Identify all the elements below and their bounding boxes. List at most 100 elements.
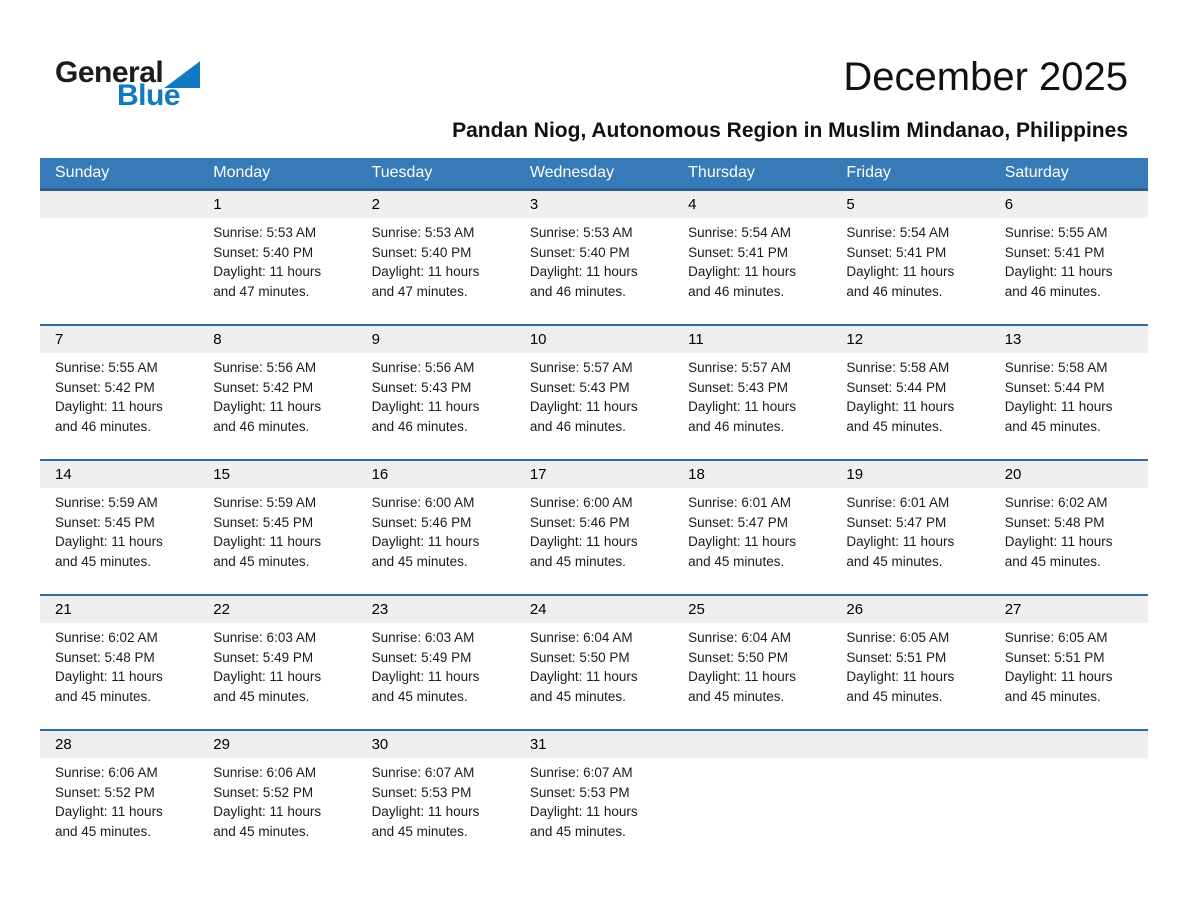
calendar-day-cell: 6 Sunrise: 5:55 AM Sunset: 5:41 PM Daylight… bbox=[989, 191, 1148, 324]
calendar-day-cell: 20 Sunrise: 6:02 AM Sunset: 5:48 PM Dayligh… bbox=[989, 461, 1148, 594]
weekday-header-row: Sunday Monday Tuesday Wednesday Thursday… bbox=[40, 158, 1148, 191]
day-info: Sunrise: 6:04 AM Sunset: 5:50 PM Daylight:… bbox=[515, 623, 673, 706]
day-info-line: and 46 minutes. bbox=[846, 283, 943, 299]
day-info-line: and 45 minutes. bbox=[846, 418, 943, 434]
day-info-line: and 46 minutes. bbox=[371, 418, 468, 434]
day-number: 17 bbox=[529, 466, 547, 483]
day-info: Sunrise: 6:07 AM Sunset: 5:53 PM Daylight:… bbox=[515, 758, 673, 841]
day-number-band: 13 bbox=[989, 326, 1148, 353]
day-number: 9 bbox=[371, 331, 380, 348]
day-number: 1 bbox=[213, 196, 222, 213]
day-info-line: Sunset: 5:50 PM bbox=[529, 649, 630, 665]
day-info-line: Sunset: 5:49 PM bbox=[371, 649, 472, 665]
day-info-line: and 45 minutes. bbox=[529, 823, 626, 839]
day-info-line: Sunrise: 5:56 AM bbox=[371, 360, 475, 375]
calendar-week-row: 14 Sunrise: 5:59 AM Sunset: 5:45 PM Dayligh… bbox=[40, 459, 1148, 594]
day-info-line: Sunrise: 6:02 AM bbox=[1004, 495, 1108, 510]
day-info-line: Sunrise: 6:07 AM bbox=[371, 765, 475, 780]
weekday-header-thursday: Thursday bbox=[688, 164, 755, 181]
day-number-band: 3 bbox=[514, 191, 674, 218]
day-info-line: Sunset: 5:49 PM bbox=[213, 649, 314, 665]
calendar-empty-cell bbox=[831, 731, 990, 864]
day-number-band: 25 bbox=[673, 596, 832, 623]
day-info-line: Sunrise: 5:55 AM bbox=[55, 360, 158, 375]
day-info-line: Daylight: 11 hours bbox=[55, 804, 163, 819]
day-info-line: and 45 minutes. bbox=[371, 823, 468, 839]
day-info-line: Daylight: 11 hours bbox=[371, 399, 480, 414]
day-info-line: Daylight: 11 hours bbox=[55, 534, 163, 549]
day-info: Sunrise: 5:56 AM Sunset: 5:42 PM Daylight:… bbox=[198, 353, 356, 436]
day-info-line: Daylight: 11 hours bbox=[1004, 264, 1113, 279]
day-info-line: and 45 minutes. bbox=[846, 688, 943, 704]
day-info-line: Sunrise: 5:54 AM bbox=[846, 225, 950, 240]
day-number-band: 1 bbox=[198, 191, 357, 218]
day-info-line: Sunset: 5:52 PM bbox=[55, 784, 155, 800]
day-info-line: Sunrise: 5:59 AM bbox=[213, 495, 317, 510]
day-number: 7 bbox=[55, 331, 64, 348]
day-info-line: and 45 minutes. bbox=[846, 553, 943, 569]
calendar-day-cell: 8 Sunrise: 5:56 AM Sunset: 5:42 PM Daylight… bbox=[198, 326, 357, 459]
calendar-day-cell: 22 Sunrise: 6:03 AM Sunset: 5:49 PM Dayligh… bbox=[198, 596, 357, 729]
calendar-day-cell: 28 Sunrise: 6:06 AM Sunset: 5:52 PM Dayligh… bbox=[40, 731, 199, 864]
day-info-line: Daylight: 11 hours bbox=[55, 669, 163, 684]
day-info-line: Sunset: 5:42 PM bbox=[213, 379, 314, 395]
day-info-line: and 45 minutes. bbox=[55, 823, 152, 839]
day-info-line: Sunrise: 6:02 AM bbox=[55, 630, 158, 645]
day-info-line: Sunrise: 6:06 AM bbox=[55, 765, 158, 780]
day-info: Sunrise: 5:53 AM Sunset: 5:40 PM Daylight:… bbox=[515, 218, 673, 301]
calendar-day-cell: 17 Sunrise: 6:00 AM Sunset: 5:46 PM Dayligh… bbox=[514, 461, 674, 594]
day-info-line: Daylight: 11 hours bbox=[529, 669, 638, 684]
day-number: 15 bbox=[213, 466, 230, 483]
day-number: 25 bbox=[688, 601, 705, 618]
day-number-band: 10 bbox=[514, 326, 674, 353]
day-info-line: and 46 minutes. bbox=[688, 418, 785, 434]
day-info-line: Sunset: 5:45 PM bbox=[213, 514, 314, 530]
day-number-band bbox=[831, 731, 990, 758]
day-number-band: 5 bbox=[831, 191, 990, 218]
day-info: Sunrise: 6:00 AM Sunset: 5:46 PM Daylight:… bbox=[515, 488, 673, 571]
calendar-day-cell: 5 Sunrise: 5:54 AM Sunset: 5:41 PM Daylight… bbox=[831, 191, 990, 324]
day-info-line: and 45 minutes. bbox=[371, 688, 468, 704]
day-info: Sunrise: 5:59 AM Sunset: 5:45 PM Daylight:… bbox=[40, 488, 198, 571]
day-info-line: Daylight: 11 hours bbox=[529, 399, 638, 414]
calendar-table: Sunday Monday Tuesday Wednesday Thursday… bbox=[40, 158, 1148, 864]
day-info-line: and 46 minutes. bbox=[529, 283, 626, 299]
day-number-band: 2 bbox=[356, 191, 515, 218]
day-info-line: and 47 minutes. bbox=[213, 283, 310, 299]
day-info-line: and 46 minutes. bbox=[529, 418, 626, 434]
day-info-line: Sunset: 5:41 PM bbox=[1004, 244, 1105, 260]
calendar-day-cell: 19 Sunrise: 6:01 AM Sunset: 5:47 PM Dayligh… bbox=[831, 461, 990, 594]
day-info: Sunrise: 5:53 AM Sunset: 5:40 PM Daylight:… bbox=[357, 218, 515, 301]
calendar-week-row: 28 Sunrise: 6:06 AM Sunset: 5:52 PM Dayligh… bbox=[40, 729, 1148, 864]
calendar-day-cell: 25 Sunrise: 6:04 AM Sunset: 5:50 PM Dayligh… bbox=[673, 596, 832, 729]
day-info-line: Daylight: 11 hours bbox=[1004, 534, 1113, 549]
day-info-line: Sunset: 5:47 PM bbox=[688, 514, 788, 530]
day-info: Sunrise: 6:02 AM Sunset: 5:48 PM Daylight:… bbox=[990, 488, 1148, 571]
day-info-line: Sunrise: 5:53 AM bbox=[371, 225, 475, 240]
calendar-day-cell: 4 Sunrise: 5:54 AM Sunset: 5:41 PM Daylight… bbox=[673, 191, 832, 324]
calendar-day-cell: 13 Sunrise: 5:58 AM Sunset: 5:44 PM Dayligh… bbox=[989, 326, 1148, 459]
day-info-line: Sunrise: 6:00 AM bbox=[529, 495, 633, 510]
day-info-line: and 45 minutes. bbox=[213, 553, 310, 569]
calendar-week-row: 1 Sunrise: 5:53 AM Sunset: 5:40 PM Daylight… bbox=[40, 191, 1148, 324]
day-info-line: Sunrise: 5:58 AM bbox=[846, 360, 950, 375]
day-info-line: Daylight: 11 hours bbox=[846, 399, 955, 414]
day-number-band: 18 bbox=[673, 461, 832, 488]
day-number: 11 bbox=[688, 331, 704, 348]
day-number: 8 bbox=[213, 331, 222, 348]
weekday-header-saturday: Saturday bbox=[1004, 164, 1069, 181]
calendar-day-cell: 15 Sunrise: 5:59 AM Sunset: 5:45 PM Dayligh… bbox=[198, 461, 357, 594]
day-info: Sunrise: 5:58 AM Sunset: 5:44 PM Daylight:… bbox=[990, 353, 1148, 436]
day-info-line: and 45 minutes. bbox=[1004, 688, 1101, 704]
day-info: Sunrise: 5:53 AM Sunset: 5:40 PM Daylight:… bbox=[198, 218, 356, 301]
day-info-line: Sunrise: 6:04 AM bbox=[529, 630, 633, 645]
day-info-line: Sunset: 5:52 PM bbox=[213, 784, 314, 800]
weekday-header-friday: Friday bbox=[846, 164, 891, 181]
day-info-line: Sunset: 5:40 PM bbox=[529, 244, 630, 260]
day-number-band: 19 bbox=[831, 461, 990, 488]
day-number-band: 21 bbox=[40, 596, 199, 623]
day-number: 12 bbox=[846, 331, 864, 348]
day-number-band bbox=[673, 731, 832, 758]
day-info: Sunrise: 6:00 AM Sunset: 5:46 PM Daylight:… bbox=[357, 488, 515, 571]
